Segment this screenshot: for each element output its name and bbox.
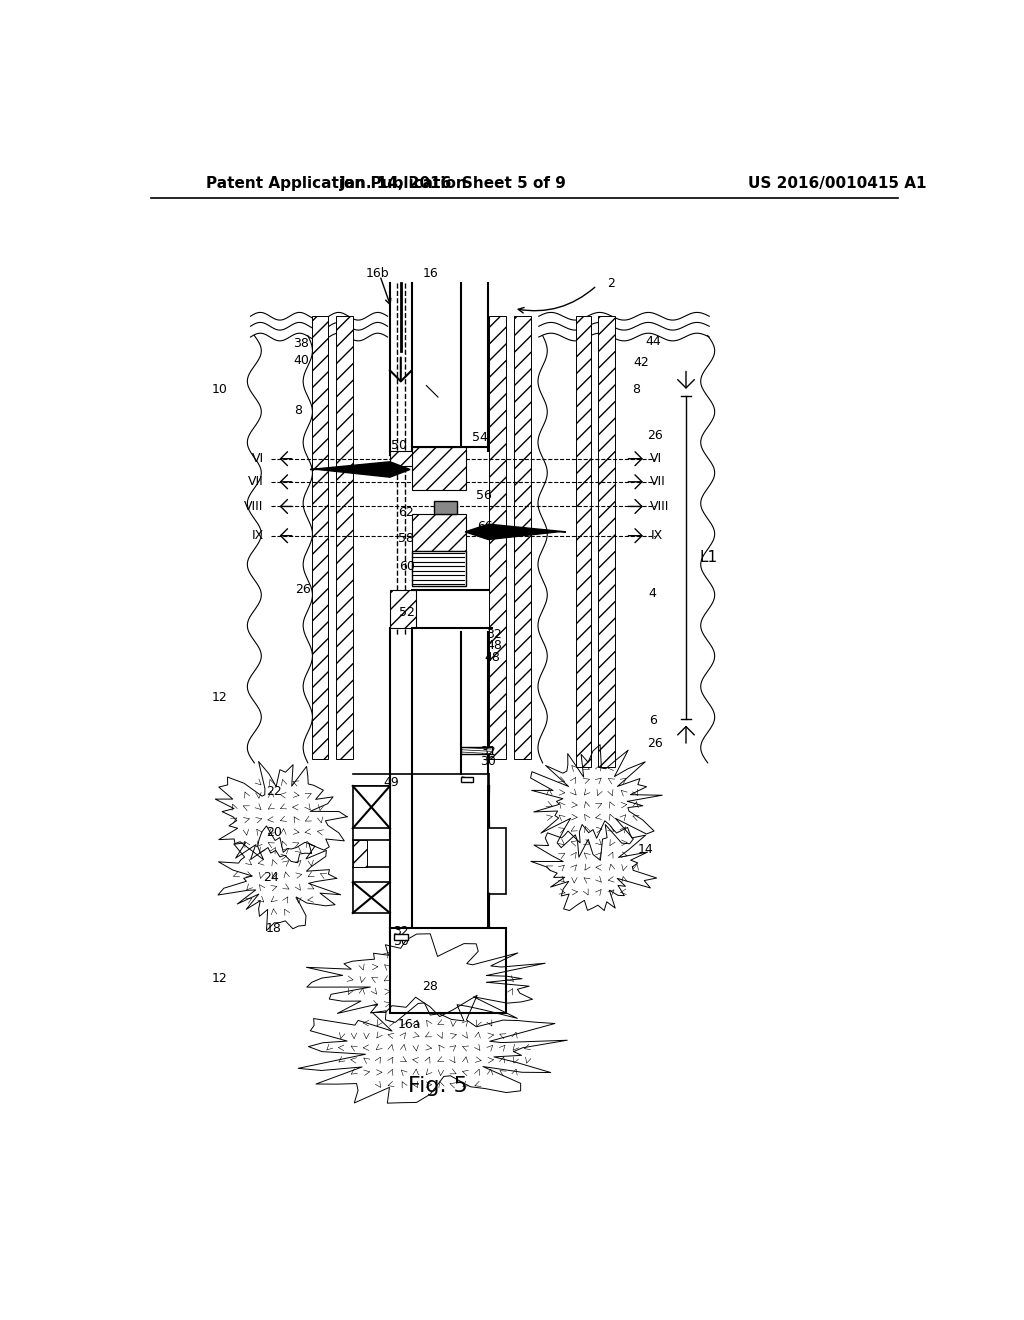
Text: VIII: VIII [650,500,670,513]
Text: 48: 48 [486,639,502,652]
Text: 10: 10 [212,383,227,396]
Text: 26: 26 [295,583,310,597]
Text: VI: VI [650,453,663,465]
Bar [394,933,408,940]
Text: 60: 60 [399,560,415,573]
Bar [311,317,328,759]
Text: 30: 30 [480,755,496,768]
Text: 16a: 16a [397,1018,421,1031]
Text: US 2016/0010415 A1: US 2016/0010415 A1 [748,177,927,191]
Bar [434,502,458,515]
Bar [575,317,592,767]
Text: VIII: VIII [245,500,263,513]
Bar [390,590,416,628]
Text: 48: 48 [484,651,501,664]
Bar [598,317,614,767]
Text: 32: 32 [393,925,410,939]
Text: 12: 12 [212,972,227,985]
Text: 12: 12 [212,690,227,704]
Text: 16b: 16b [366,268,389,280]
Bar [488,829,506,894]
Text: IX: IX [251,529,263,543]
Bar [514,317,531,759]
Text: 38: 38 [293,337,309,350]
Bar [412,515,466,552]
Polygon shape [310,462,410,478]
Text: 58: 58 [398,532,414,545]
Bar [352,840,367,867]
Text: 28: 28 [422,979,438,993]
Text: 18: 18 [266,921,282,935]
Bar [412,447,466,490]
Text: 66: 66 [477,520,493,533]
Text: 32: 32 [486,628,502,640]
Text: Fig. 5: Fig. 5 [408,1076,468,1096]
Text: 22: 22 [266,785,282,797]
Text: 8: 8 [294,404,302,417]
Bar [461,776,473,781]
Text: 50: 50 [391,440,407,453]
Text: 32: 32 [480,744,496,758]
Text: 4: 4 [649,587,656,601]
Bar [390,928,506,1014]
Text: 16: 16 [422,268,438,280]
Text: IX: IX [650,529,663,543]
Text: 54: 54 [472,432,488,445]
Text: 14: 14 [638,843,653,857]
Bar [390,451,416,466]
Text: 24: 24 [263,871,280,884]
Text: 30: 30 [393,935,410,948]
Text: 2: 2 [607,277,614,289]
Text: 49: 49 [384,776,399,788]
Bar [352,882,390,913]
Text: VI: VI [252,453,263,465]
Text: Patent Application Publication: Patent Application Publication [206,177,466,191]
Text: 44: 44 [646,335,662,348]
Text: VII: VII [248,475,263,488]
Bar [489,317,506,759]
Bar [461,747,493,754]
Text: 40: 40 [293,354,309,367]
Text: VII: VII [650,475,666,488]
Bar [352,785,390,829]
Polygon shape [465,524,566,540]
Text: 8: 8 [632,383,640,396]
Text: 56: 56 [476,490,492,502]
Text: 26: 26 [647,737,663,750]
Text: 62: 62 [398,506,414,519]
Text: Jan. 14, 2016  Sheet 5 of 9: Jan. 14, 2016 Sheet 5 of 9 [340,177,567,191]
Text: 52: 52 [399,606,415,619]
Text: L1: L1 [700,549,718,565]
Bar [412,552,466,586]
Text: 42: 42 [633,356,649,370]
Text: 6: 6 [649,714,656,727]
Bar [336,317,352,759]
Text: 20: 20 [266,826,282,840]
Text: 26: 26 [647,429,663,442]
